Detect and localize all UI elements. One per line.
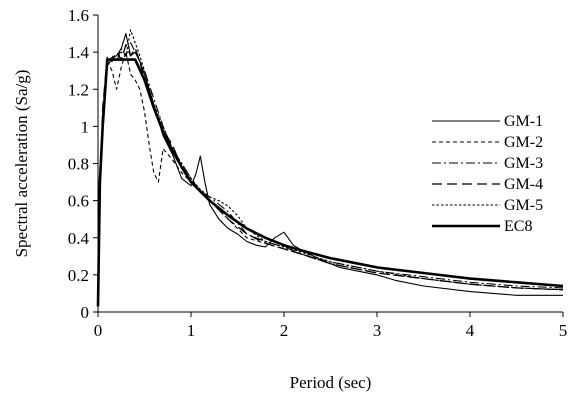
legend-label-gm-2: GM-2 xyxy=(504,134,543,151)
legend-label-gm-4: GM-4 xyxy=(504,176,543,193)
y-tick-label: 0.4 xyxy=(68,229,90,248)
series-line-gm-1 xyxy=(97,33,563,307)
legend-label-gm-1: GM-1 xyxy=(504,113,543,130)
legend: GM-1 GM-2 GM-3 GM-4 GM-5 EC8 xyxy=(432,113,543,235)
series-layer xyxy=(96,29,564,307)
series-line-ec8 xyxy=(96,58,564,307)
plot-area: 0 1 2 3 4 5 0 0.2 0.4 0.6 0.8 1 1.2 1.4 1.6 xyxy=(68,6,568,340)
x-tick-label: 1 xyxy=(187,321,196,340)
y-tick-label: 1.6 xyxy=(68,6,89,25)
series-line-gm-4 xyxy=(97,44,564,307)
y-tick-label: 0.2 xyxy=(68,266,89,285)
x-ticks: 0 1 2 3 4 5 xyxy=(94,312,568,340)
legend-label-ec8: EC8 xyxy=(504,218,532,235)
y-tick-label: 0.8 xyxy=(68,155,89,174)
y-tick-label: 1.4 xyxy=(68,43,90,62)
legend-label-gm-5: GM-5 xyxy=(504,197,543,214)
x-tick-label: 0 xyxy=(94,321,103,340)
x-tick-label: 4 xyxy=(466,321,475,340)
legend-label-gm-3: GM-3 xyxy=(504,155,543,172)
y-tick-label: 1.2 xyxy=(68,80,89,99)
y-tick-label: 0.6 xyxy=(68,192,89,211)
y-axis-title: Spectral acceleration (Sa/g) xyxy=(12,70,31,258)
series-line-gm-5 xyxy=(97,29,564,307)
y-tick-label: 0 xyxy=(81,303,90,322)
x-tick-label: 2 xyxy=(280,321,289,340)
x-tick-label: 3 xyxy=(373,321,382,340)
x-axis-title: Period (sec) xyxy=(290,373,372,392)
series-line-gm-2 xyxy=(97,51,564,307)
y-tick-label: 1 xyxy=(81,117,90,136)
x-tick-label: 5 xyxy=(559,321,568,340)
series-line-gm-3 xyxy=(97,42,564,307)
y-ticks: 0 0.2 0.4 0.6 0.8 1 1.2 1.4 1.6 xyxy=(68,6,98,322)
